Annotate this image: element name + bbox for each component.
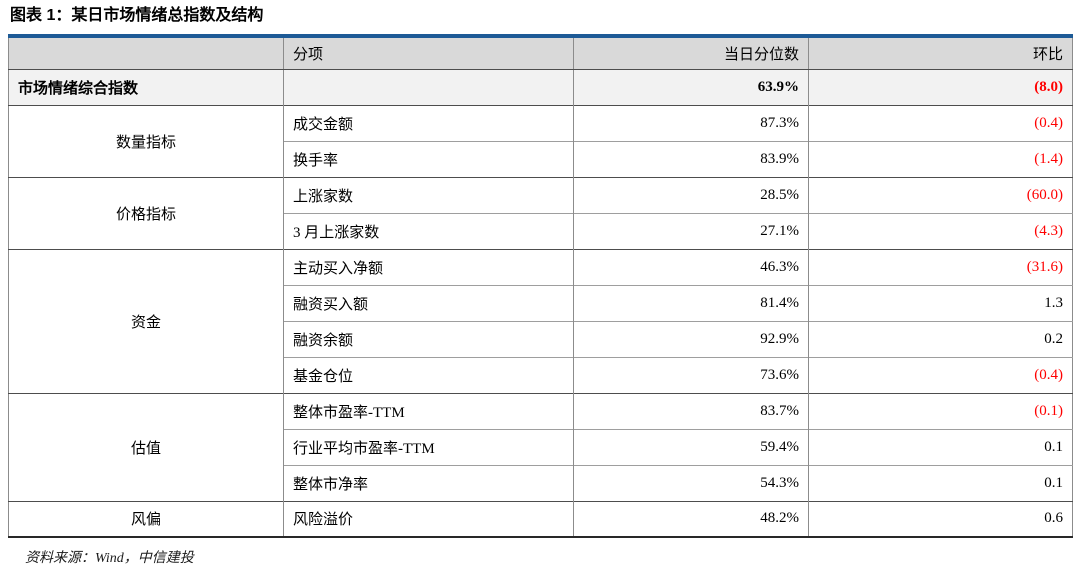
sub-item-cell: 上涨家数 [283, 176, 574, 213]
header-cell-category [8, 36, 284, 70]
group-cell: 价格指标 [8, 176, 284, 249]
mom-cell: (60.0) [808, 176, 1073, 213]
percentile-cell: 46.3% [573, 248, 809, 285]
source-note: 资料来源：Wind，中信建投 [25, 551, 194, 566]
percentile-cell: 83.7% [573, 392, 809, 429]
summary-sub-item [283, 69, 574, 105]
header-cell-percentile: 当日分位数 [573, 36, 809, 70]
mom-cell: (0.1) [808, 392, 1073, 429]
sub-item-cell: 主动买入净额 [283, 248, 574, 285]
sub-item-cell: 基金仓位 [283, 356, 574, 393]
table-row: 整体市净率 54.3% 0.1 [9, 464, 1073, 501]
percentile-cell: 73.6% [573, 356, 809, 393]
mom-cell: 0.2 [808, 320, 1073, 357]
percentile-cell: 81.4% [573, 284, 809, 321]
table-row: 融资买入额 81.4% 1.3 [9, 284, 1073, 321]
sub-item-cell: 整体市盈率-TTM [283, 392, 574, 429]
group-cell: 数量指标 [8, 104, 284, 177]
summary-label: 市场情绪综合指数 [8, 69, 284, 105]
percentile-cell: 92.9% [573, 320, 809, 357]
table-row: 换手率 83.9% (1.4) [9, 140, 1073, 177]
table-row: 基金仓位 73.6% (0.4) [9, 356, 1073, 393]
table-row: 价格指标 上涨家数 28.5% (60.0) [8, 176, 1073, 249]
sub-item-cell: 成交金额 [283, 104, 574, 141]
group-cell: 估值 [8, 392, 284, 501]
table-row: 融资余额 92.9% 0.2 [9, 320, 1073, 357]
mom-cell: 0.1 [808, 428, 1073, 465]
mom-cell: (31.6) [808, 248, 1073, 285]
table-row: 风偏 风险溢价 48.2% 0.6 [8, 500, 1073, 537]
table-header-row: 分项 当日分位数 环比 [8, 36, 1073, 70]
sub-item-cell: 行业平均市盈率-TTM [283, 428, 574, 465]
mom-cell: (0.4) [808, 104, 1073, 141]
table-row: 行业平均市盈率-TTM 59.4% 0.1 [9, 428, 1073, 465]
header-cell-sub-item: 分项 [283, 36, 574, 70]
sub-item-cell: 换手率 [283, 140, 574, 177]
percentile-cell: 27.1% [573, 212, 809, 249]
mom-cell: (1.4) [808, 140, 1073, 177]
figure-title: 图表 1：某日市场情绪总指数及结构 [10, 7, 264, 24]
percentile-cell: 59.4% [573, 428, 809, 465]
table-row: 3 月上涨家数 27.1% (4.3) [9, 212, 1073, 249]
percentile-cell: 87.3% [573, 104, 809, 141]
mom-cell: 1.3 [808, 284, 1073, 321]
header-cell-mom: 环比 [808, 36, 1073, 70]
mom-cell: 0.1 [808, 464, 1073, 501]
percentile-cell: 83.9% [573, 140, 809, 177]
percentile-cell: 48.2% [573, 500, 809, 537]
table-row: 资金 主动买入净额 46.3% (31.6) [8, 248, 1073, 393]
table-body: 市场情绪综合指数 63.9% (8.0) 数量指标 成交金额 87.3% (0.4) 换手率 8… [8, 69, 1073, 537]
sub-item-cell: 3 月上涨家数 [283, 212, 574, 249]
sub-item-cell: 融资买入额 [283, 284, 574, 321]
sub-item-cell: 融资余额 [283, 320, 574, 357]
summary-row: 市场情绪综合指数 63.9% (8.0) [8, 69, 1073, 105]
sentiment-table: 分项 当日分位数 环比 市场情绪综合指数 63.9% (8.0) 数量指标 成交金额 87… [8, 34, 1073, 538]
mom-cell: (0.4) [808, 356, 1073, 393]
sub-item-cell: 风险溢价 [283, 500, 574, 537]
percentile-cell: 54.3% [573, 464, 809, 501]
table-row: 估值 整体市盈率-TTM 83.7% (0.1) [8, 392, 1073, 501]
sub-item-cell: 整体市净率 [283, 464, 574, 501]
group-cell: 风偏 [8, 500, 284, 537]
mom-cell: (4.3) [808, 212, 1073, 249]
summary-percentile: 63.9% [573, 69, 809, 105]
group-cell: 资金 [8, 248, 284, 393]
percentile-cell: 28.5% [573, 176, 809, 213]
summary-mom: (8.0) [808, 69, 1073, 105]
table-row: 数量指标 成交金额 87.3% (0.4) [8, 104, 1073, 177]
mom-cell: 0.6 [808, 500, 1073, 537]
